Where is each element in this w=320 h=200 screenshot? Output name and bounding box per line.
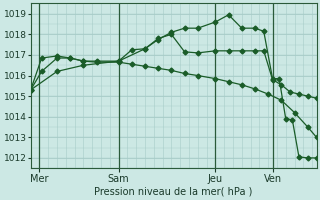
X-axis label: Pression niveau de la mer( hPa ): Pression niveau de la mer( hPa ): [94, 187, 253, 197]
